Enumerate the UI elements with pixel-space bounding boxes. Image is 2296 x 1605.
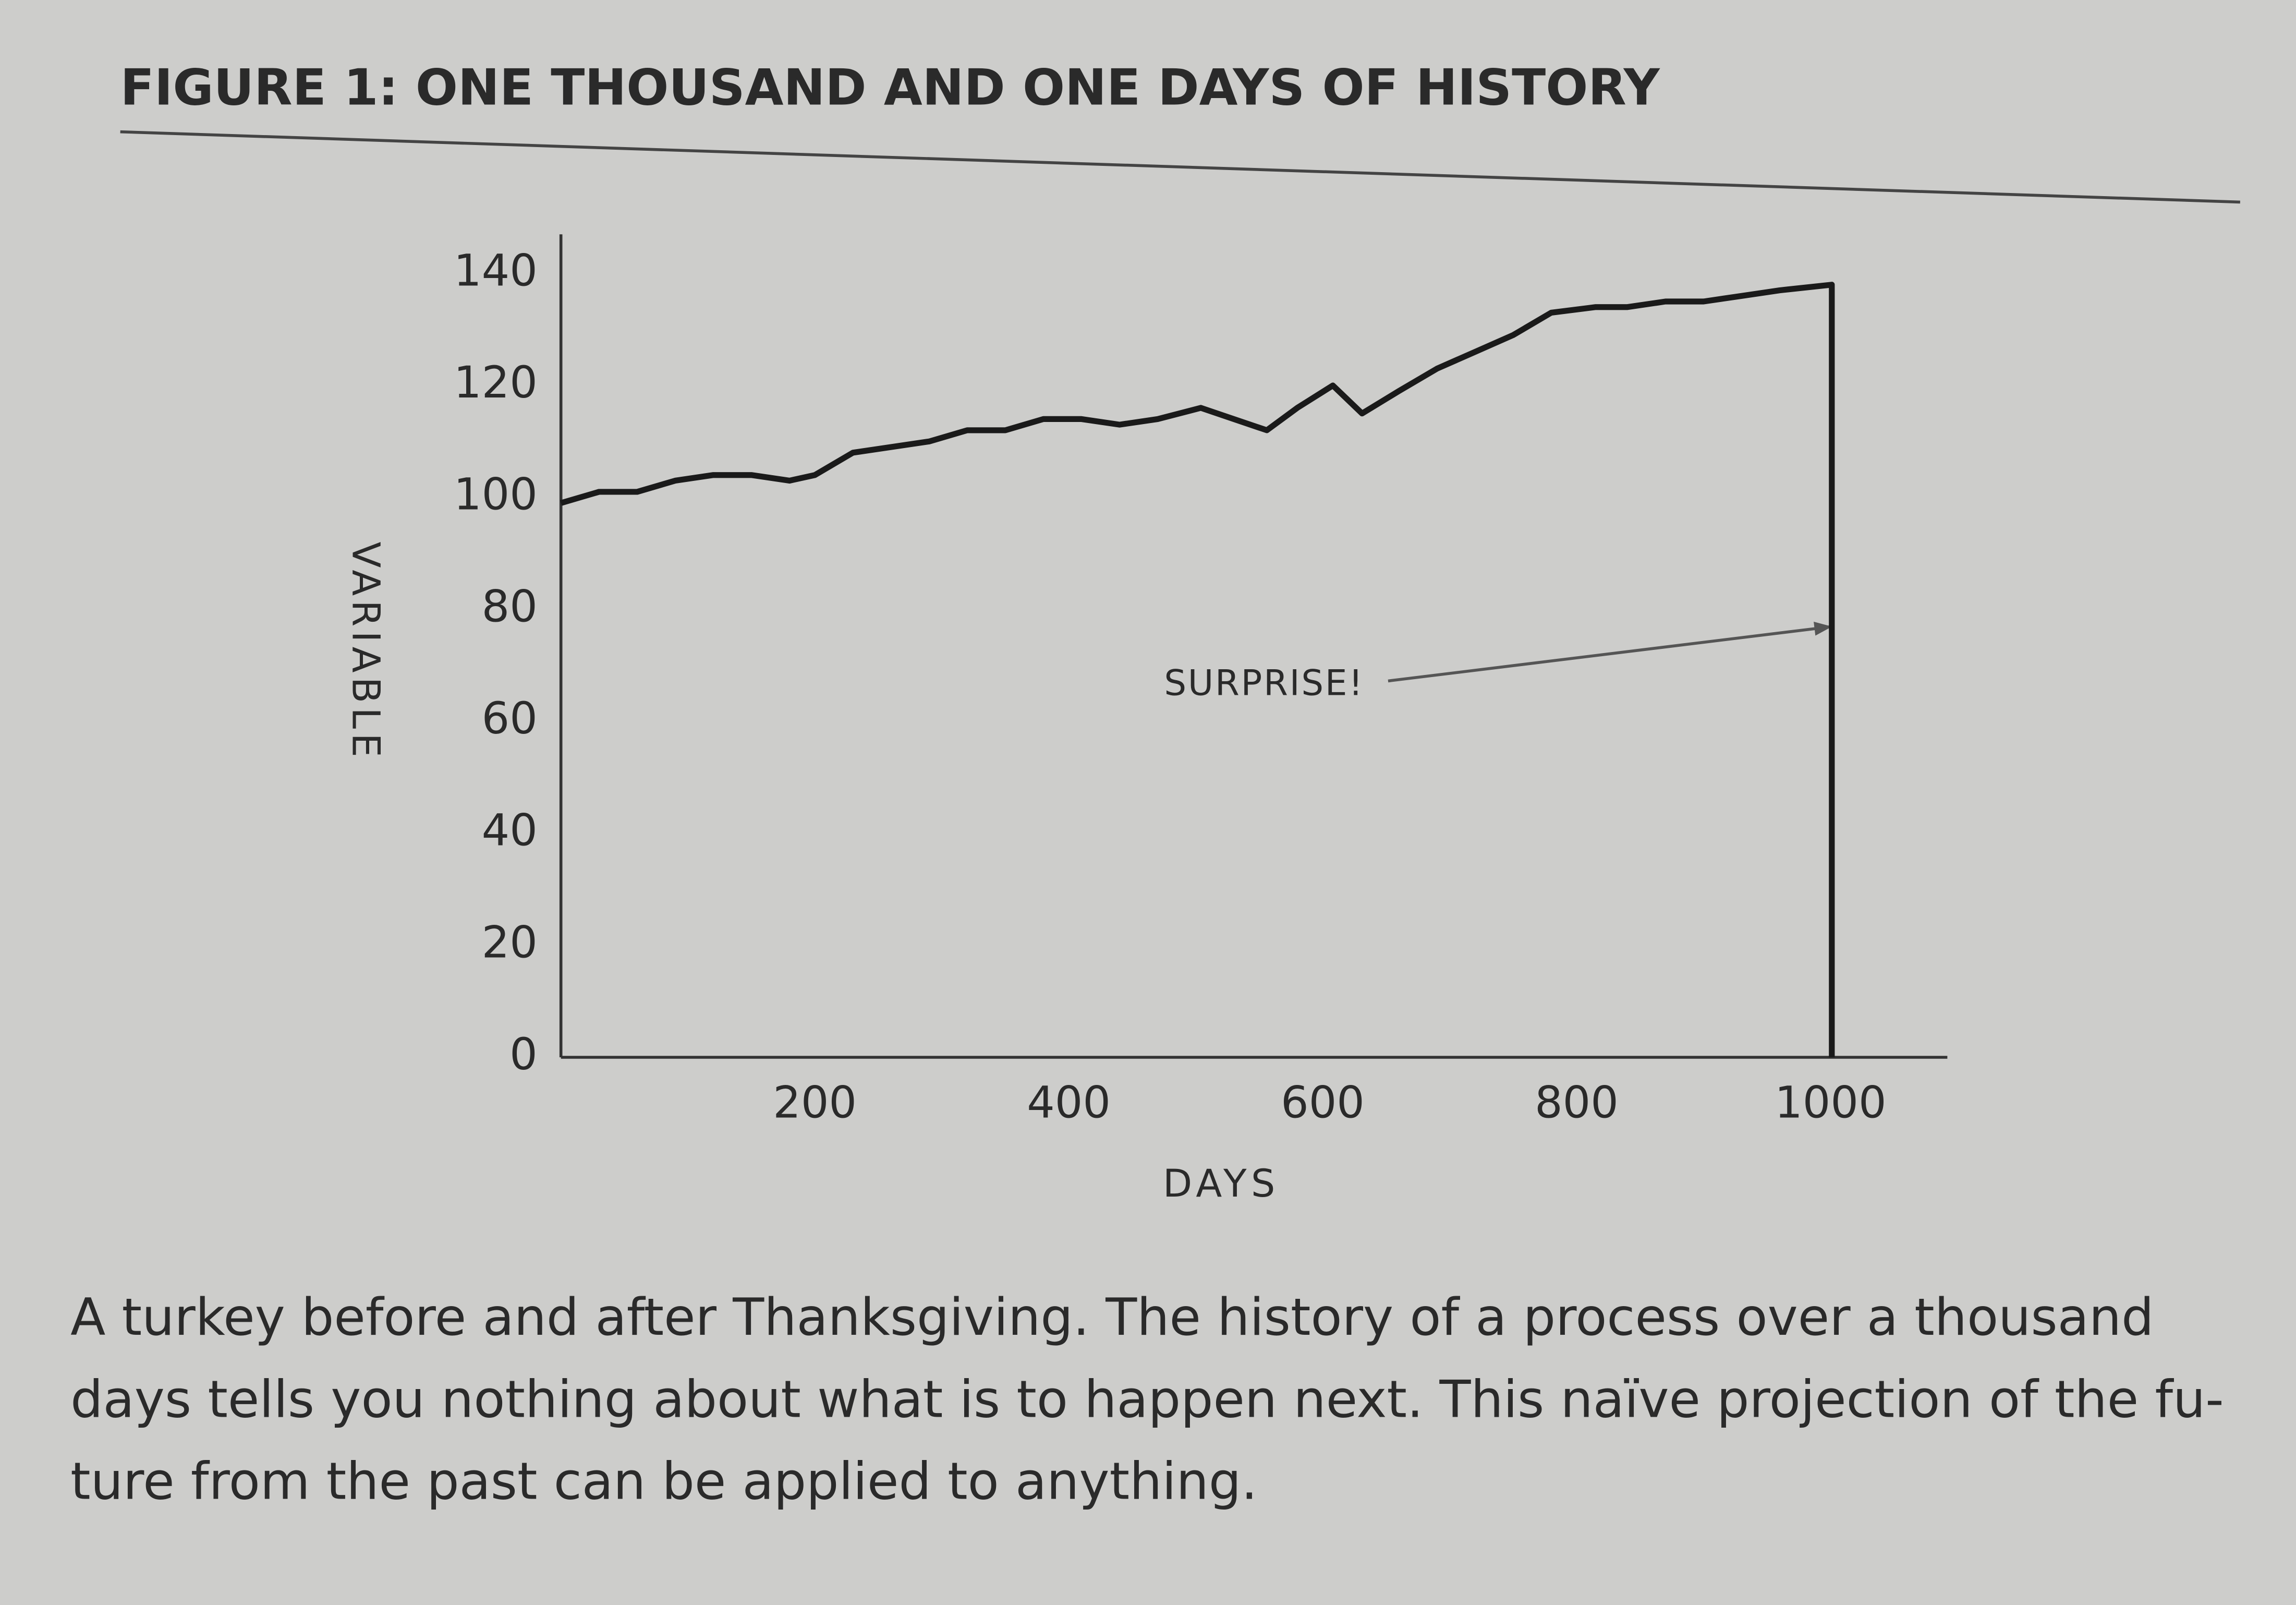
x-tick-label: 800: [1535, 1077, 1619, 1128]
title-rule: [120, 130, 2240, 204]
x-tick-label: 400: [1027, 1077, 1111, 1128]
y-tick-label: 100: [454, 469, 538, 520]
y-tick-label: 140: [454, 245, 538, 296]
x-tick-label: 1000: [1775, 1077, 1886, 1128]
data-line: [560, 282, 1835, 1058]
caption-line: days tells you nothing about what is to …: [70, 1370, 2224, 1429]
x-tick-label: 200: [773, 1077, 857, 1128]
annotation-arrow: [1388, 621, 1832, 683]
y-tick-label: 80: [482, 581, 538, 632]
y-tick-label: 60: [482, 693, 538, 744]
annotation: SURPRISE!: [1164, 662, 1364, 703]
chart-title: FIGURE 1: ONE THOUSAND AND ONE DAYS OF H…: [120, 58, 1661, 116]
y-tick-label: 40: [482, 805, 538, 856]
y-tick-label: 120: [454, 357, 538, 408]
y-tick-label: 20: [482, 916, 538, 968]
y-tick-label: 0: [509, 1029, 538, 1080]
x-axis-label: DAYS: [1163, 1162, 1280, 1206]
x-tick-label: 600: [1281, 1077, 1365, 1128]
caption-line: ture from the past can be applied to any…: [70, 1452, 1257, 1512]
caption-line: A turkey before and after Thanksgiving. …: [70, 1288, 2154, 1347]
y-axis-label: VARIABLE: [344, 542, 388, 762]
